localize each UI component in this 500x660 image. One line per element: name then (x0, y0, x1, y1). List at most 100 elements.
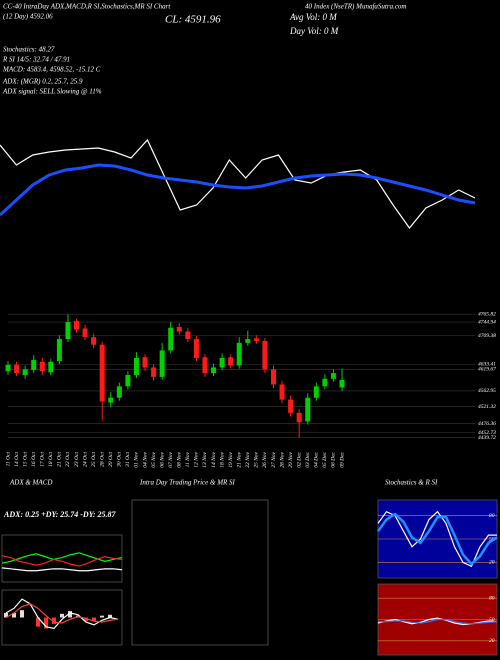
panel-title: ADX & MACD (9, 479, 52, 487)
candle-body (305, 397, 311, 422)
x-tick-label: 28 Oct (99, 452, 105, 467)
histogram-bar (52, 617, 56, 624)
candle-body (133, 357, 139, 375)
line (1, 552, 123, 564)
y-tick-label: 20 (489, 560, 495, 566)
y-tick-label: 80 (489, 513, 495, 519)
close-price: CL: 4591.96 (165, 14, 221, 26)
candle-body (74, 320, 80, 330)
x-tick-label: 04 Nov (141, 451, 148, 467)
histogram-bar (108, 614, 112, 618)
panel-title: Intra Day Trading Price & MR SI (139, 479, 236, 487)
x-tick-label: 12 Nov (194, 451, 200, 467)
candle-body (228, 357, 234, 366)
candle-body (270, 369, 276, 385)
x-tick-label: 09 Dec (339, 451, 345, 467)
x-tick-label: 24 Oct (81, 452, 88, 467)
x-tick-label: 28 Nov (279, 451, 285, 467)
x-tick-label: 06 Dec (331, 451, 337, 467)
candle-body (125, 375, 131, 387)
candle-body (296, 412, 302, 423)
candle-body (193, 339, 199, 358)
x-tick-label: 31 Oct (125, 452, 131, 468)
x-tick-label: 26 Nov (262, 451, 268, 467)
x-tick-label: 04 Dec (313, 451, 320, 467)
x-tick-label: 01 Nov (134, 451, 140, 467)
x-tick-label: 02 Dec (296, 451, 302, 467)
y-tick-label: 4476.36 (478, 420, 496, 427)
candle-body (31, 359, 37, 371)
macd-text: MACD: 4583.4, 4598.52, -15.12 C (2, 66, 101, 74)
line (5, 603, 119, 624)
candle-body (48, 361, 54, 373)
y-tick-label: 20 (489, 638, 495, 644)
x-tick-label: 08 Nov (177, 451, 183, 467)
y-tick-label: 50 (489, 617, 495, 623)
adx-text: ADX: (MGR) 0.2, 25.7, 25.9 (2, 78, 83, 86)
avg-vol: Avg Vol: 0 M (289, 12, 337, 22)
y-tick-label: 4765.82 (478, 310, 496, 317)
x-tick-label: 03 Dec (305, 451, 311, 467)
histogram-bar (68, 611, 72, 618)
candle-body (82, 328, 88, 338)
x-tick-label: 06 Nov (159, 451, 165, 467)
x-tick-label: 19 Nov (228, 451, 234, 467)
y-tick-label: 4562.95 (478, 387, 496, 394)
candle-body (211, 367, 217, 374)
candle-body (236, 342, 242, 366)
panel (1, 534, 123, 583)
x-tick-label: 29 Oct (108, 452, 114, 467)
y-tick-label: 4619.67 (478, 366, 496, 373)
y-tick-label: 4521.32 (478, 403, 496, 410)
y-tick-label: 4744.94 (478, 318, 496, 325)
histogram-bar (60, 613, 64, 618)
candle-body (330, 373, 336, 379)
x-tick-label: 11 Nov (185, 451, 191, 467)
x-tick-label: 15 Oct (22, 452, 28, 467)
candle-body (65, 322, 71, 340)
candle-body (245, 339, 251, 343)
x-tick-label: 22 Nov (245, 451, 251, 467)
x-tick-label: 14 Nov (210, 451, 217, 467)
x-tick-label: 18 Nov (219, 451, 225, 467)
histogram-bar (92, 617, 96, 622)
x-tick-label: 23 Oct (74, 452, 80, 467)
x-tick-label: 05 Dec (322, 451, 328, 467)
line (376, 512, 498, 566)
candle-body (339, 379, 345, 388)
candle-body (142, 357, 148, 368)
line (1, 567, 123, 572)
candle-body (168, 327, 174, 351)
x-tick-label: 21 Nov (236, 451, 242, 467)
candle-body (185, 331, 191, 340)
x-tick-label: 25 Oct (91, 452, 97, 467)
candle-body (279, 384, 285, 400)
candle-body (108, 397, 114, 403)
x-tick-label: 14 Oct (13, 452, 20, 467)
candle-body (116, 386, 122, 398)
day-vol: Day Vol: 0 M (289, 26, 339, 36)
y-tick-label: 4452.73 (478, 429, 496, 436)
x-tick-label: 30 Oct (117, 452, 123, 468)
signal-text: ADX signal: SELL Slowing @ 11% (2, 88, 102, 96)
candle-body (322, 378, 328, 387)
x-tick-label: 17 Oct (40, 452, 46, 467)
histogram-bar (44, 617, 48, 629)
panel (131, 499, 269, 646)
candle-body (288, 399, 294, 413)
candle-body (202, 357, 208, 374)
candle-body (91, 337, 97, 345)
source: 40 Index (NseTR) MunafaSutra.com (305, 3, 406, 11)
line (1, 555, 123, 567)
line (378, 618, 498, 625)
histogram-bar (12, 612, 16, 618)
header-line: CC-40 IntraDay ADX,MACD,R SI,Stochastics… (3, 3, 171, 11)
candle-body (22, 369, 28, 375)
histogram-bar (20, 610, 24, 618)
y-tick-label: 4633.41 (478, 361, 496, 368)
histogram-bar (4, 612, 8, 618)
line (0, 163, 476, 217)
candle-body (253, 338, 259, 341)
y-tick-label: 80 (489, 595, 495, 601)
